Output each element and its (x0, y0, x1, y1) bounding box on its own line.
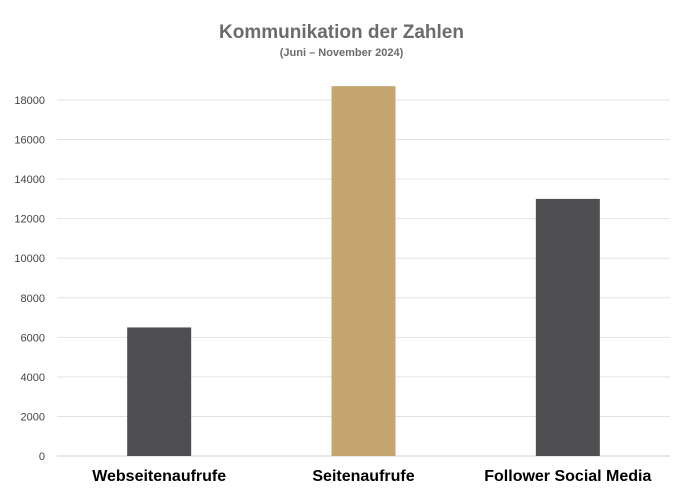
y-tick-label: 12000 (14, 214, 45, 226)
y-tick-label: 16000 (14, 135, 45, 147)
chart-title: Kommunikation der Zahlen (219, 22, 464, 43)
y-tick-label: 8000 (21, 293, 45, 305)
x-category-label: Seitenaufrufe (312, 468, 414, 485)
bar-webseitenaufrufe (127, 327, 192, 456)
x-category-label: Follower Social Media (484, 468, 651, 485)
y-axis-ticks: 0 2000 4000 6000 8000 10000 12000 14000 16000 180… (14, 95, 45, 463)
y-tick-label: 6000 (21, 332, 45, 344)
y-tick-label: 18000 (14, 95, 45, 107)
y-tick-label: 0 (39, 451, 45, 463)
bar-follower-social-media (535, 198, 600, 456)
y-tick-label: 4000 (21, 372, 45, 384)
y-tick-label: 10000 (14, 253, 45, 265)
x-axis-categories: Webseitenaufrufe Seitenaufrufe Follower So… (92, 468, 651, 485)
bars (127, 86, 600, 457)
x-category-label: Webseitenaufrufe (92, 468, 226, 485)
chart-subtitle: (Juni – November 2024) (279, 47, 404, 59)
y-tick-label: 14000 (14, 174, 45, 186)
y-tick-label: 2000 (21, 411, 45, 423)
bar-seitenaufrufe (331, 86, 396, 457)
